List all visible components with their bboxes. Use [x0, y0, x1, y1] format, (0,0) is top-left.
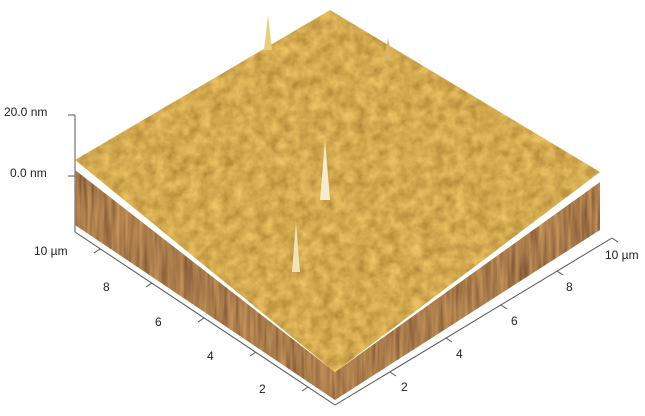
tick	[501, 305, 507, 309]
tick	[302, 387, 308, 391]
tick	[390, 372, 396, 376]
surface-top	[75, 10, 600, 372]
tick	[612, 238, 618, 242]
z-label: 20.0 nm	[4, 105, 47, 119]
tick	[250, 352, 256, 356]
tick	[146, 283, 152, 287]
left-axis-label: 6	[155, 315, 162, 329]
left-axis-label: 2	[259, 382, 266, 396]
z-label: 0.0 nm	[10, 166, 47, 180]
right-axis-label: 2	[401, 380, 408, 394]
left-axis-label: 10 µm	[34, 244, 68, 258]
left-axis-label: 8	[103, 280, 110, 294]
right-axis-label: 6	[511, 314, 518, 328]
tick	[198, 318, 204, 322]
tick	[446, 338, 452, 342]
tick	[94, 249, 100, 253]
right-axis-label: 8	[566, 280, 573, 294]
right-axis-label: 10 µm	[605, 248, 639, 262]
page: 20.0 nm 0.0 nm 10 µm 8 6 4 2 10 µm 8 6 4…	[0, 0, 645, 416]
right-axis-label: 4	[456, 347, 463, 361]
spike	[264, 15, 272, 50]
afm-figure: 20.0 nm 0.0 nm 10 µm 8 6 4 2 10 µm 8 6 4…	[0, 0, 645, 416]
left-axis-label: 4	[207, 349, 214, 363]
tick	[557, 271, 563, 275]
